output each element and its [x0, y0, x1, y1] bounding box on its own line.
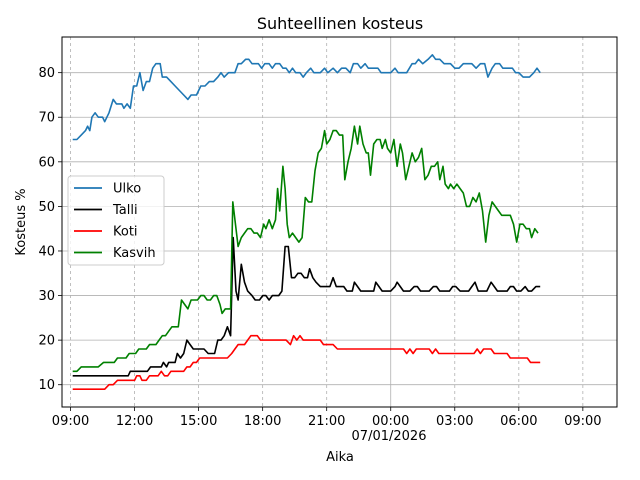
x-tick-label: 09:00 — [564, 414, 601, 429]
series-line-kasvih — [72, 125, 539, 373]
x-tick-label: 18:00 — [244, 414, 281, 429]
legend-label-ulko: Ulko — [113, 182, 141, 197]
legend-label-koti: Koti — [113, 225, 138, 240]
series-line-talli — [72, 236, 541, 377]
x-axis: 09:00 12:00 15:00 18:00 21:00 00:00 03:00 06:00… — [52, 407, 602, 429]
y-tick-label: 80 — [38, 66, 55, 81]
x-tick-label: 06:00 — [500, 414, 537, 429]
x-tick-label: 12:00 — [116, 414, 153, 429]
y-tick-label: 10 — [38, 378, 55, 393]
legend-box — [67, 175, 165, 266]
y-tick-label: 70 — [38, 111, 55, 126]
series-line-koti — [72, 334, 541, 391]
y-tick-label: 60 — [38, 155, 55, 170]
x-axis-label: Aika — [326, 450, 354, 465]
legend-label-kasvih: Kasvih — [113, 246, 156, 261]
chart-title: Suhteellinen kosteus — [257, 14, 423, 33]
x-tick-label: 00:00 — [372, 414, 409, 429]
x-tick-label: 21:00 — [308, 414, 345, 429]
y-tick-label: 20 — [38, 334, 55, 349]
y-axis: 10 20 30 40 50 60 70 80 — [38, 66, 62, 393]
x-tick-label: 09:00 — [52, 414, 89, 429]
plot-frame — [61, 36, 618, 408]
y-tick-label: 40 — [38, 244, 55, 259]
y-axis-label: Kosteus % — [14, 188, 29, 255]
series-line-ulko — [72, 53, 541, 141]
legend-label-talli: Talli — [112, 203, 138, 218]
x-tick-label: 15:00 — [180, 414, 217, 429]
y-tick-label: 30 — [38, 289, 55, 304]
plot-area — [72, 53, 541, 391]
grid — [62, 37, 617, 407]
date-label: 07/01/2026 — [352, 429, 427, 444]
x-tick-label: 03:00 — [436, 414, 473, 429]
legend: Ulko Talli Koti Kasvih — [67, 175, 165, 266]
y-tick-label: 50 — [38, 200, 55, 215]
